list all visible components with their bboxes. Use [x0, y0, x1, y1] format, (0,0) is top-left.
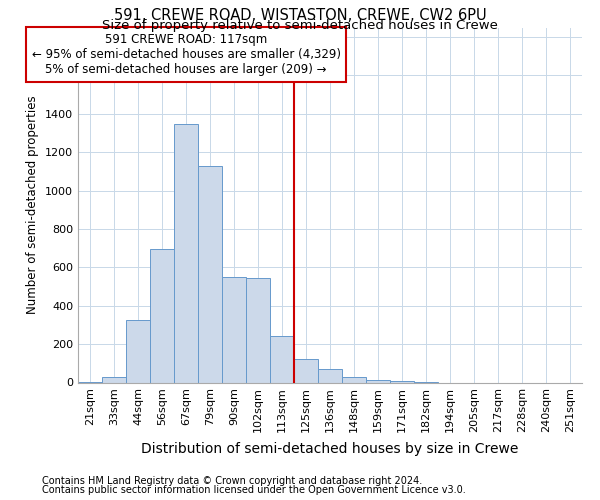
Text: Size of property relative to semi-detached houses in Crewe: Size of property relative to semi-detach…: [102, 18, 498, 32]
Text: Contains HM Land Registry data © Crown copyright and database right 2024.: Contains HM Land Registry data © Crown c…: [42, 476, 422, 486]
Text: 591 CREWE ROAD: 117sqm
← 95% of semi-detached houses are smaller (4,329)
5% of s: 591 CREWE ROAD: 117sqm ← 95% of semi-det…: [32, 34, 341, 76]
Bar: [222, 277, 246, 382]
Bar: [150, 249, 174, 382]
Text: Distribution of semi-detached houses by size in Crewe: Distribution of semi-detached houses by …: [142, 442, 518, 456]
Bar: [126, 320, 150, 382]
Bar: [366, 380, 390, 382]
Y-axis label: Number of semi-detached properties: Number of semi-detached properties: [26, 96, 40, 314]
Bar: [342, 377, 366, 382]
Bar: [294, 360, 318, 382]
Text: Contains public sector information licensed under the Open Government Licence v3: Contains public sector information licen…: [42, 485, 466, 495]
Bar: [390, 380, 414, 382]
Bar: [318, 370, 342, 382]
Bar: [102, 377, 126, 382]
Bar: [246, 278, 270, 382]
Bar: [198, 166, 222, 382]
Text: 591, CREWE ROAD, WISTASTON, CREWE, CW2 6PU: 591, CREWE ROAD, WISTASTON, CREWE, CW2 6…: [113, 8, 487, 22]
Bar: [270, 336, 294, 382]
Bar: [174, 124, 198, 382]
